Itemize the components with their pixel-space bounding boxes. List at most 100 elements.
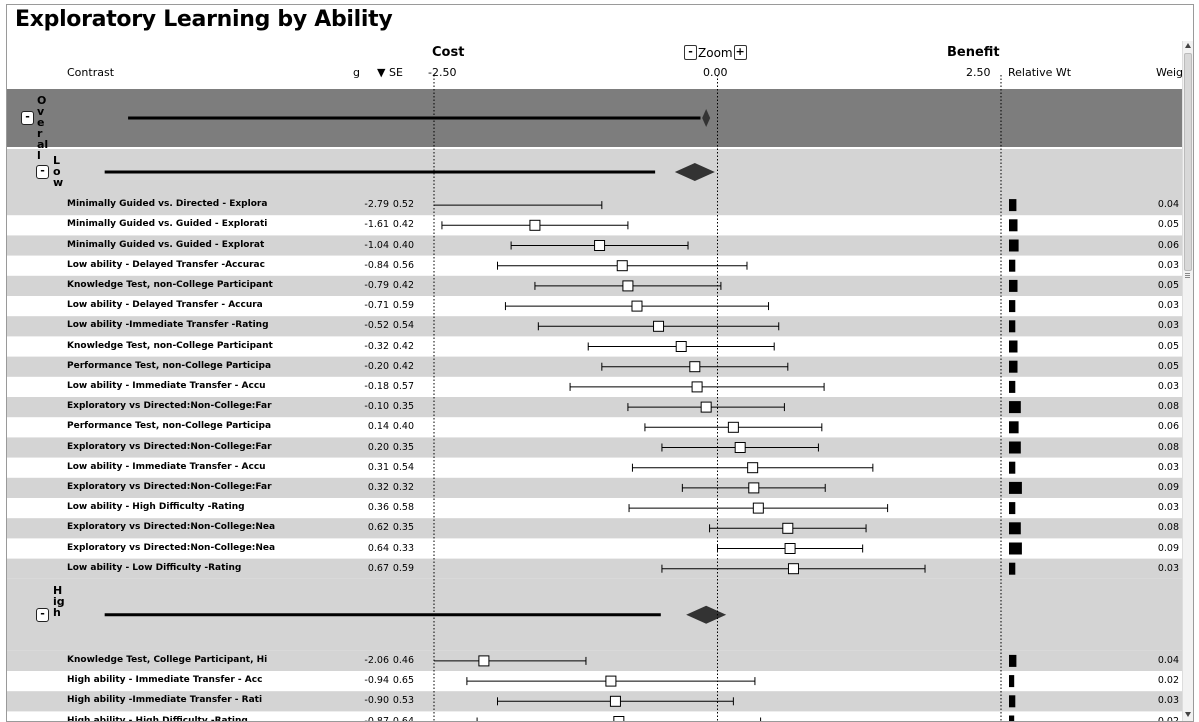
contrast-label[interactable]: Exploratory vs Directed:Non-College:Far [67, 481, 272, 492]
relative-weight-bar [1009, 715, 1015, 721]
contrast-label[interactable]: Minimally Guided vs. Directed - Explora [67, 199, 268, 210]
contrast-label[interactable]: Knowledge Test, non-College Participant [67, 340, 273, 351]
relative-weight-bar [1009, 340, 1018, 353]
contrast-column-header[interactable]: Contrast [67, 66, 115, 79]
effect-point [734, 442, 746, 453]
contrast-label[interactable]: Low ability - Delayed Transfer -Accurac [67, 259, 265, 270]
relative-weight-bar [1009, 481, 1022, 494]
effect-point [616, 260, 628, 272]
weight-value: 0.05 [1157, 360, 1179, 372]
weight-value: 0.08 [1157, 401, 1179, 413]
contrast-label[interactable]: High ability -Immediate Transfer - Rati [67, 695, 263, 706]
se-value: 0.35 [392, 522, 414, 534]
row-stripe [7, 437, 1183, 458]
se-value: 0.52 [392, 199, 414, 211]
effect-point [605, 675, 617, 687]
contrast-label[interactable]: Minimally Guided vs. Guided - Explorati [67, 219, 268, 230]
contrast-label[interactable]: Exploratory vs Directed:Non-College:Far [67, 441, 272, 452]
weight-value: 0.03 [1157, 320, 1179, 332]
zoom-out-button[interactable]: - [684, 45, 697, 60]
g-column-header[interactable]: g [353, 66, 360, 79]
se-value: 0.59 [392, 300, 414, 312]
weight-value: 0.03 [1157, 562, 1179, 574]
effect-point [594, 240, 606, 251]
axis-min-label: -2.50 [428, 66, 457, 79]
row-stripe [7, 477, 1183, 498]
axis-mid-label: 0.00 [703, 66, 728, 79]
g-value: -0.90 [364, 695, 389, 707]
relative-weight-bar [1009, 380, 1016, 393]
se-column-header[interactable]: ▼ SE [377, 66, 403, 79]
collapse-toggle-button[interactable]: - [36, 607, 49, 622]
relative-weight-bar [1009, 239, 1019, 252]
weight-value: 0.03 [1157, 461, 1179, 473]
contrast-label[interactable]: Knowledge Test, non-College Participant [67, 279, 273, 290]
effect-point [631, 300, 643, 312]
contrast-label[interactable]: Performance Test, non-College Participa [67, 360, 272, 371]
row-stripe [7, 356, 1183, 377]
g-value: 0.32 [367, 481, 389, 493]
se-value: 0.46 [392, 654, 414, 666]
scroll-up-icon[interactable] [1185, 43, 1191, 48]
effect-point [748, 482, 760, 494]
contrast-label[interactable]: Low ability - Immediate Transfer - Accu [67, 380, 266, 391]
relative-weight-column-header[interactable]: Relative Wt [1008, 66, 1072, 79]
effect-point [609, 695, 621, 707]
contrast-label[interactable]: Exploratory vs Directed:Non-College:Nea [67, 522, 276, 533]
collapse-toggle-button[interactable]: - [21, 111, 34, 125]
g-value: 0.36 [367, 502, 389, 514]
g-value: -0.79 [364, 279, 389, 291]
weight-value: 0.02 [1157, 715, 1179, 722]
contrast-label[interactable]: Low ability - High Difficulty -Rating [67, 502, 245, 513]
page-title: Exploratory Learning by Ability [15, 7, 393, 32]
g-value: -0.32 [364, 340, 389, 352]
relative-weight-bar [1009, 199, 1017, 212]
contrast-label[interactable]: Low ability - Delayed Transfer - Accura [67, 300, 263, 311]
se-value: 0.42 [392, 360, 414, 372]
weight-value: 0.05 [1157, 219, 1179, 231]
g-value: -0.84 [364, 259, 389, 271]
weight-value: 0.08 [1157, 522, 1179, 534]
scrollbar-grip-icon [1185, 273, 1190, 274]
g-value: 0.64 [367, 542, 389, 554]
vertical-scrollbar[interactable] [1182, 41, 1193, 721]
contrast-label[interactable]: Low ability - Low Difficulty -Rating [67, 562, 242, 573]
se-value: 0.42 [392, 279, 414, 291]
contrast-label[interactable]: Exploratory vs Directed:Non-College:Nea [67, 542, 276, 553]
g-value: 0.62 [367, 522, 389, 534]
se-value: 0.59 [392, 562, 414, 574]
se-value: 0.33 [392, 542, 414, 554]
contrast-label[interactable]: Performance Test, non-College Participa [67, 421, 272, 432]
effect-point [747, 462, 759, 474]
effect-point [691, 381, 703, 393]
effect-point [700, 401, 712, 413]
weight-value: 0.05 [1157, 340, 1179, 352]
scroll-down-icon[interactable] [1185, 712, 1191, 717]
scrollbar-thumb[interactable] [1184, 53, 1192, 271]
relative-weight-bar [1009, 522, 1021, 535]
g-value: -0.18 [364, 380, 389, 392]
contrast-label[interactable]: High ability - High Difficulty -Rating [67, 715, 248, 722]
se-value: 0.56 [392, 259, 414, 271]
contrast-label[interactable]: Knowledge Test, College Participant, Hi [67, 654, 268, 665]
g-value: 0.67 [367, 562, 389, 574]
weight-column-header[interactable]: Weig [1156, 66, 1184, 79]
axis-max-label: 2.50 [966, 66, 991, 79]
se-value: 0.42 [392, 219, 414, 231]
row-stripe [7, 397, 1183, 418]
g-value: -0.52 [364, 320, 389, 332]
contrast-label[interactable]: Exploratory vs Directed:Non-College:Far [67, 401, 272, 412]
collapse-toggle-button[interactable]: - [36, 165, 49, 179]
forest-plot [7, 75, 1183, 721]
effect-point [752, 502, 764, 514]
relative-weight-bar [1009, 360, 1018, 373]
se-value: 0.65 [392, 675, 414, 687]
weight-value: 0.03 [1157, 300, 1179, 312]
g-value: -1.61 [364, 219, 389, 231]
zoom-in-button[interactable]: + [733, 45, 747, 60]
contrast-label[interactable]: Minimally Guided vs. Guided - Explorat [67, 239, 265, 250]
contrast-label[interactable]: Low ability -Immediate Transfer -Rating [67, 320, 269, 331]
contrast-label[interactable]: Low ability - Immediate Transfer - Accu [67, 461, 266, 472]
contrast-label[interactable]: High ability - Immediate Transfer - Acc [67, 675, 263, 686]
effect-point [782, 522, 794, 534]
